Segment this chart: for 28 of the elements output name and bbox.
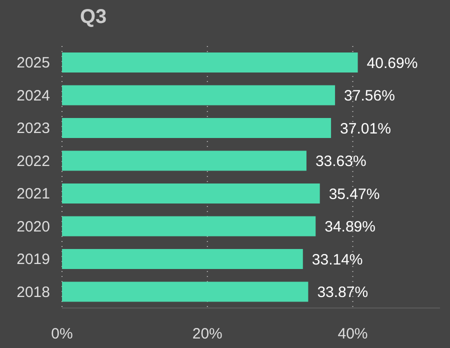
data-label: 33.63% (315, 153, 366, 170)
data-label: 37.01% (340, 120, 391, 138)
y-tick-label: 2024 (16, 87, 50, 104)
x-tick-label: 20% (192, 326, 222, 343)
bar (62, 184, 320, 204)
x-tick-label: 40% (338, 326, 368, 343)
y-tick-label: 2023 (16, 120, 50, 138)
y-tick-label: 2019 (16, 251, 50, 268)
bar (62, 150, 306, 171)
y-tick-label: 2025 (16, 54, 50, 72)
data-label: 37.56% (344, 88, 395, 105)
bar (62, 85, 336, 106)
bar (62, 52, 358, 73)
y-tick-label: 2018 (16, 284, 50, 301)
data-label: 33.14% (312, 251, 363, 268)
bar (62, 118, 332, 138)
y-tick-label: 2020 (16, 218, 50, 236)
data-label: 35.47% (328, 186, 380, 203)
data-label: 40.69% (366, 54, 418, 72)
bar (62, 282, 308, 302)
y-tick-label: 2022 (16, 152, 50, 170)
data-label: 34.89% (324, 218, 376, 236)
x-tick-label: 0% (51, 326, 73, 343)
chart-title: Q3 (79, 5, 108, 30)
y-tick-label: 2021 (16, 186, 50, 203)
bar (62, 249, 303, 270)
bar (62, 216, 316, 236)
data-label: 33.87% (317, 284, 368, 302)
